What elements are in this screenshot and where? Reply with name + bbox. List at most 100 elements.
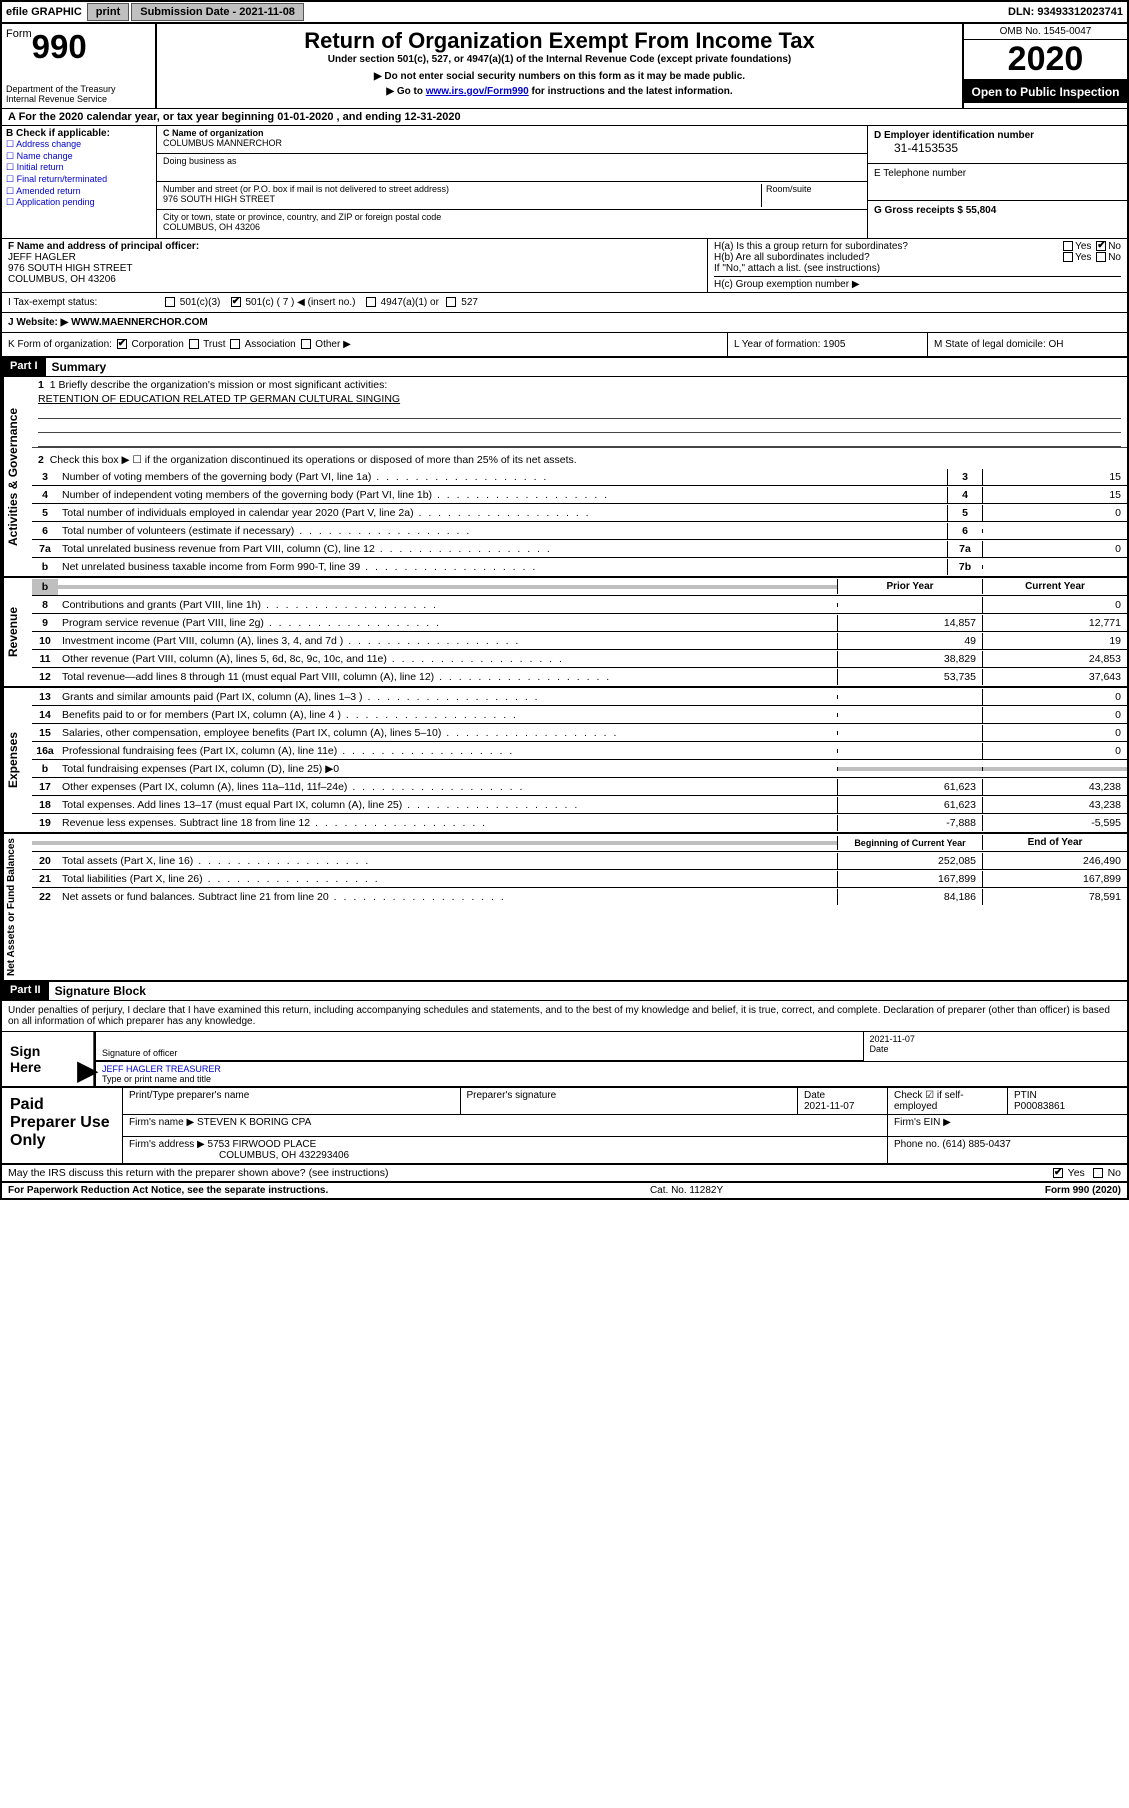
- year-box: OMB No. 1545-0047 2020 Open to Public In…: [962, 24, 1127, 108]
- na-line-22: 22 Net assets or fund balances. Subtract…: [32, 888, 1127, 906]
- netassets-section: Net Assets or Fund Balances Beginning of…: [2, 834, 1127, 982]
- exp-line-15: 15 Salaries, other compensation, employe…: [32, 724, 1127, 742]
- form-title: Return of Organization Exempt From Incom…: [165, 28, 954, 54]
- officer-box: F Name and address of principal officer:…: [2, 239, 707, 292]
- phone-row: E Telephone number: [868, 164, 1127, 202]
- instructions-link[interactable]: www.irs.gov/Form990: [426, 86, 529, 97]
- ag-line-5: 5 Total number of individuals employed i…: [32, 504, 1127, 522]
- paid-right: Print/Type preparer's name Preparer's si…: [122, 1088, 1127, 1163]
- k-box: K Form of organization: Corporation Trus…: [2, 333, 727, 356]
- ag-line-4: 4 Number of independent voting members o…: [32, 486, 1127, 504]
- side-expenses: Expenses: [2, 688, 32, 832]
- form-990: Form990: [6, 28, 151, 66]
- rev-line-8: 8 Contributions and grants (Part VIII, l…: [32, 596, 1127, 614]
- hb-row: H(b) Are all subordinates included? Yes …: [714, 252, 1121, 263]
- ag-line-7a: 7a Total unrelated business revenue from…: [32, 540, 1127, 558]
- sign-here-grid: Sign Here ▶ Signature of officer 2021-11…: [2, 1032, 1127, 1088]
- section-bcdeg: B Check if applicable: ☐ Address change …: [2, 126, 1127, 239]
- exp-line-b: b Total fundraising expenses (Part IX, c…: [32, 760, 1127, 778]
- exp-body: 13 Grants and similar amounts paid (Part…: [32, 688, 1127, 832]
- fh-row: F Name and address of principal officer:…: [2, 239, 1127, 293]
- col-d: D Employer identification number 31-4153…: [867, 126, 1127, 238]
- city-row: City or town, state or province, country…: [157, 210, 867, 238]
- hb-note: If "No," attach a list. (see instruction…: [714, 263, 1121, 274]
- tax-year: 2020: [964, 40, 1127, 81]
- period-row: A For the 2020 calendar year, or tax yea…: [2, 109, 1127, 126]
- na-line-21: 21 Total liabilities (Part X, line 26) 1…: [32, 870, 1127, 888]
- footer: For Paperwork Reduction Act Notice, see …: [2, 1183, 1127, 1198]
- chk-amended-return[interactable]: ☐ Amended return: [6, 186, 152, 198]
- rev-hdr: b Prior Year Current Year: [32, 578, 1127, 596]
- paid-label: Paid Preparer Use Only: [2, 1088, 122, 1163]
- ein-row: D Employer identification number 31-4153…: [868, 126, 1127, 164]
- blank-line-1: [38, 405, 1121, 419]
- submission-date-button[interactable]: Submission Date - 2021-11-08: [131, 3, 304, 21]
- blank-line-3: [38, 433, 1121, 447]
- part1-header: Part I Summary: [2, 358, 1127, 377]
- exp-line-13: 13 Grants and similar amounts paid (Part…: [32, 688, 1127, 706]
- revenue-section: Revenue b Prior Year Current Year 8 Cont…: [2, 578, 1127, 688]
- gross-receipts: G Gross receipts $ 55,804: [868, 201, 1127, 238]
- exp-line-19: 19 Revenue less expenses. Subtract line …: [32, 814, 1127, 832]
- q1-label: 1 1 Briefly describe the organization's …: [32, 377, 1127, 391]
- rev-line-12: 12 Total revenue—add lines 8 through 11 …: [32, 668, 1127, 686]
- rev-body: b Prior Year Current Year 8 Contribution…: [32, 578, 1127, 686]
- print-button[interactable]: print: [87, 3, 129, 21]
- ag-line-3: 3 Number of voting members of the govern…: [32, 468, 1127, 486]
- sign-here-label: Sign Here: [2, 1032, 82, 1086]
- q1-value: RETENTION OF EDUCATION RELATED TP GERMAN…: [32, 391, 1127, 405]
- status-opts: 501(c)(3) 501(c) ( 7 ) ◀ (insert no.) 49…: [157, 293, 1127, 312]
- open-to-public: Open to Public Inspection: [964, 81, 1127, 103]
- penalty-statement: Under penalties of perjury, I declare th…: [2, 1001, 1127, 1032]
- title-box: Return of Organization Exempt From Incom…: [157, 24, 962, 108]
- omb-label: OMB No. 1545-0047: [964, 24, 1127, 40]
- chk-address-change[interactable]: ☐ Address change: [6, 139, 152, 151]
- expenses-section: Expenses 13 Grants and similar amounts p…: [2, 688, 1127, 834]
- rev-line-10: 10 Investment income (Part VIII, column …: [32, 632, 1127, 650]
- chk-final-return[interactable]: ☐ Final return/terminated: [6, 174, 152, 186]
- na-line-20: 20 Total assets (Part X, line 16) 252,08…: [32, 852, 1127, 870]
- col-c: C Name of organization COLUMBUS MANNERCH…: [157, 126, 867, 238]
- officer-sig-cell: Signature of officer: [96, 1032, 864, 1061]
- chk-application-pending[interactable]: ☐ Application pending: [6, 197, 152, 209]
- subtitle-3: ▶ Go to www.irs.gov/Form990 for instruct…: [165, 86, 954, 97]
- paid-r2: Firm's name ▶ STEVEN K BORING CPA Firm's…: [122, 1115, 1127, 1137]
- exp-line-16a: 16a Professional fundraising fees (Part …: [32, 742, 1127, 760]
- m-box: M State of legal domicile: OH: [927, 333, 1127, 356]
- side-ag: Activities & Governance: [2, 377, 32, 576]
- paid-r3: Firm's address ▶ 5753 FIRWOOD PLACE COLU…: [122, 1137, 1127, 1163]
- rev-line-11: 11 Other revenue (Part VIII, column (A),…: [32, 650, 1127, 668]
- subtitle-2: ▶ Do not enter social security numbers o…: [165, 71, 954, 82]
- room-suite: Room/suite: [761, 184, 861, 207]
- side-revenue: Revenue: [2, 578, 32, 686]
- blank-line-2: [38, 419, 1121, 433]
- dept-label: Department of the Treasury Internal Reve…: [6, 84, 151, 104]
- activities-governance: Activities & Governance 1 1 Briefly desc…: [2, 377, 1127, 578]
- status-label: I Tax-exempt status:: [2, 293, 157, 312]
- na-hdr: Beginning of Current Year End of Year: [32, 834, 1127, 852]
- chk-name-change[interactable]: ☐ Name change: [6, 151, 152, 163]
- paid-preparer-grid: Paid Preparer Use Only Print/Type prepar…: [2, 1088, 1127, 1165]
- form-990-page: efile GRAPHIC print Submission Date - 20…: [0, 0, 1129, 1200]
- topbar: efile GRAPHIC print Submission Date - 20…: [2, 2, 1127, 24]
- hc-row: H(c) Group exemption number ▶: [714, 276, 1121, 290]
- na-body: Beginning of Current Year End of Year 20…: [32, 834, 1127, 980]
- l-box: L Year of formation: 1905: [727, 333, 927, 356]
- ag-body: 1 1 Briefly describe the organization's …: [32, 377, 1127, 576]
- h-box: H(a) Is this a group return for subordin…: [707, 239, 1127, 292]
- subtitle-1: Under section 501(c), 527, or 4947(a)(1)…: [165, 54, 954, 65]
- ha-row: H(a) Is this a group return for subordin…: [714, 241, 1121, 252]
- discuss-row: May the IRS discuss this return with the…: [2, 1165, 1127, 1183]
- form-number-box: Form990 Department of the Treasury Inter…: [2, 24, 157, 108]
- dln-label: DLN: 93493312023741: [1004, 6, 1127, 18]
- part2-header: Part II Signature Block: [2, 982, 1127, 1001]
- tax-status-row: I Tax-exempt status: 501(c)(3) 501(c) ( …: [2, 293, 1127, 313]
- chk-initial-return[interactable]: ☐ Initial return: [6, 162, 152, 174]
- header-row: Form990 Department of the Treasury Inter…: [2, 24, 1127, 109]
- sign-right: Signature of officer 2021-11-07 Date JEF…: [94, 1032, 1127, 1086]
- q2-row: 2 Check this box ▶ ☐ if the organization…: [32, 447, 1127, 468]
- exp-line-18: 18 Total expenses. Add lines 13–17 (must…: [32, 796, 1127, 814]
- col-b: B Check if applicable: ☐ Address change …: [2, 126, 157, 238]
- rev-line-9: 9 Program service revenue (Part VIII, li…: [32, 614, 1127, 632]
- sign-arrow: ▶: [82, 1032, 94, 1086]
